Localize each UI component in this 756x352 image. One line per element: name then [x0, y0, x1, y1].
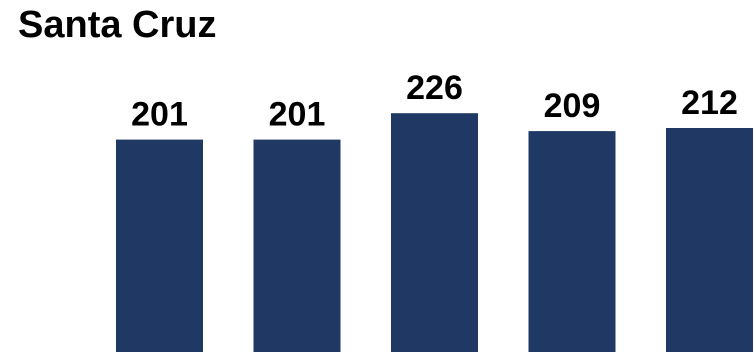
data-label-4: 209: [544, 87, 601, 125]
bar-5: [666, 128, 753, 352]
data-label-3: 226: [406, 69, 463, 107]
data-label-2: 201: [269, 96, 326, 134]
bar-2: [253, 139, 341, 352]
chart-title: Santa Cruz: [18, 4, 217, 46]
bar-1: [116, 139, 203, 352]
bar-3: [391, 113, 478, 352]
data-label-5: 212: [681, 84, 738, 122]
bar-4: [528, 131, 616, 352]
data-label-1: 201: [131, 96, 188, 134]
